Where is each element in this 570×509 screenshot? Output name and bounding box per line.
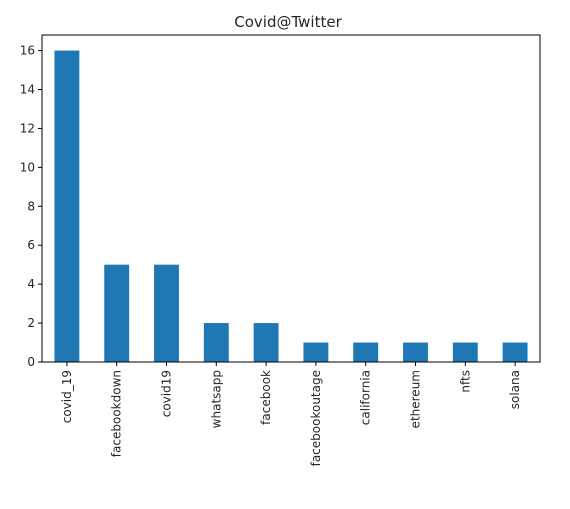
bar-facebookoutage [303,342,329,362]
y-tick-label: 12 [20,121,35,135]
bar-solana [502,342,528,362]
y-tick-label: 16 [20,44,35,58]
bar-facebookdown [104,264,130,362]
plot-frame [41,34,541,363]
bar-covid19 [154,264,179,362]
x-tick-label-facebook: facebook [259,370,273,425]
x-tick-label-ethereum: ethereum [409,370,423,428]
x-tick-label-whatsapp: whatsapp [209,370,223,428]
x-tick-label-california: california [359,370,373,425]
bar-whatsapp [203,323,229,362]
bar-nfts [452,342,478,362]
x-axis: covid_19 facebookdown covid19 whatsapp faceb… [60,362,522,466]
y-tick-label: 2 [27,316,35,330]
x-tick-label-solana: solana [508,370,522,409]
y-axis: 0 2 4 6 8 10 12 14 16 [20,44,42,369]
bars [54,50,528,362]
x-tick-label-facebookoutage: facebookoutage [309,370,323,466]
x-tick-label-covid_19: covid_19 [60,370,74,423]
bar-ethereum [403,342,428,362]
y-tick-label: 14 [20,83,35,97]
x-tick-label-facebookdown: facebookdown [110,370,124,457]
bar-covid_19 [54,50,80,362]
x-tick-label-covid19: covid19 [160,370,174,417]
bar-facebook [253,323,279,362]
bar-california [353,342,379,362]
x-tick-label-nfts: nfts [458,370,472,393]
y-tick-label: 6 [27,238,35,252]
y-tick-label: 10 [20,160,35,174]
y-tick-label: 4 [27,277,35,291]
y-tick-label: 0 [27,355,35,369]
y-tick-label: 8 [27,199,35,213]
chart-title: Covid@Twitter [234,13,342,31]
